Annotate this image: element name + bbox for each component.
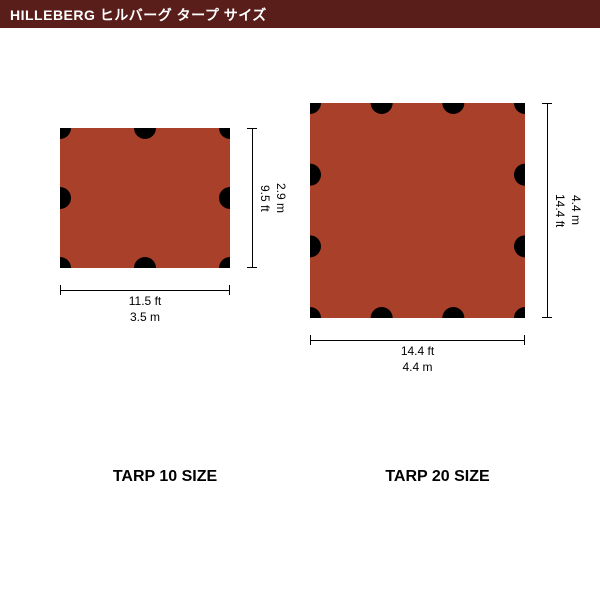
header-bar: HILLEBERG ヒルバーグ タープ サイズ	[0, 0, 600, 28]
dim-cap	[247, 267, 257, 268]
dim-cap	[542, 317, 552, 318]
tarp-caption: TARP 20 SIZE	[290, 468, 585, 486]
tarp-shape	[60, 128, 230, 268]
dim-label-m: 2.9 m	[274, 128, 288, 268]
tarp-caption: TARP 10 SIZE	[40, 468, 290, 486]
dim-label-ft: 11.5 ft	[60, 294, 230, 308]
dim-line-v	[547, 103, 548, 318]
dim-cap	[247, 128, 257, 129]
dim-line-h	[60, 290, 230, 291]
header-title: HILLEBERG ヒルバーグ タープ サイズ	[10, 7, 267, 23]
dim-label-m: 3.5 m	[60, 310, 230, 324]
dim-label-ft: 9.5 ft	[258, 128, 272, 268]
dim-label-m: 4.4 m	[569, 103, 583, 318]
tarp-shape	[310, 103, 525, 318]
dim-cap	[542, 103, 552, 104]
dim-line-v	[252, 128, 253, 268]
dim-label-ft: 14.4 ft	[553, 103, 567, 318]
dim-label-m: 4.4 m	[310, 360, 525, 374]
diagram-area: 9.5 ft 2.9 m 11.5 ft 3.5 m TARP 10 SIZE …	[0, 28, 600, 600]
dim-line-h	[310, 340, 525, 341]
dim-label-ft: 14.4 ft	[310, 344, 525, 358]
